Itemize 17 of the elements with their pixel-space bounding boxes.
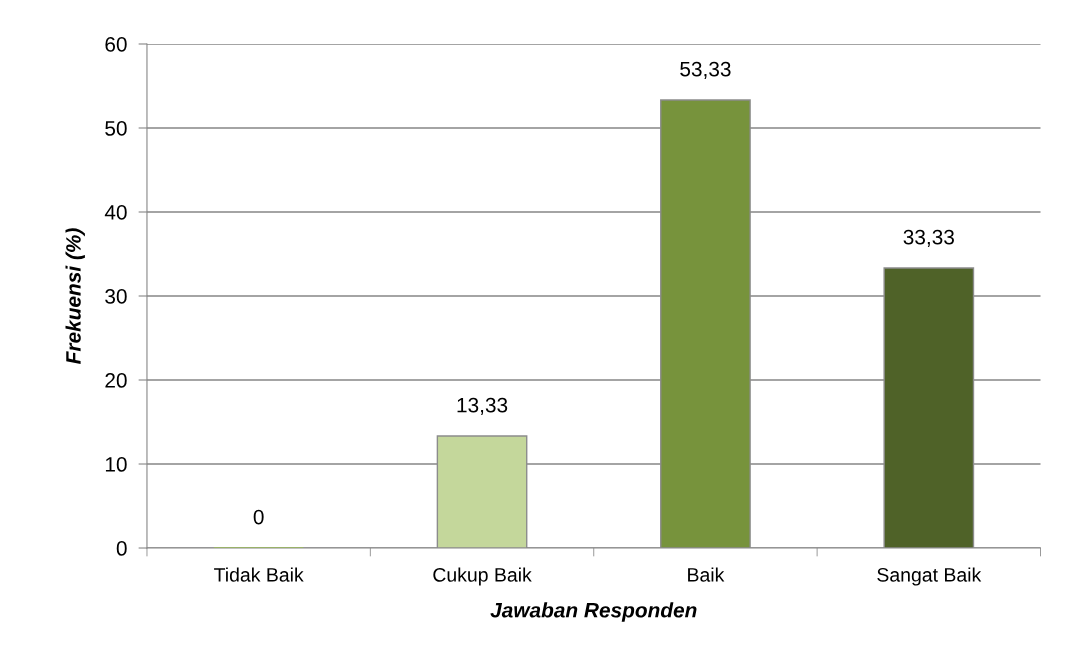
data-label: 33,33 xyxy=(903,229,954,247)
y-tick-label: 30 xyxy=(105,289,127,304)
x-axis-title: Jawaban Responden xyxy=(490,602,697,622)
x-tick-label: Sangat Baik xyxy=(877,567,982,586)
y-tick-label: 20 xyxy=(105,373,127,388)
y-tick-label: 10 xyxy=(105,457,127,472)
data-label: 0 xyxy=(253,509,264,525)
x-tick-label: Tidak Baik xyxy=(214,567,304,582)
x-tick-label: Cukup Baik xyxy=(433,567,532,586)
y-axis-title: Frekuensi (%) xyxy=(65,228,85,364)
x-tick-label: Baik xyxy=(688,567,725,582)
y-tick-label: 50 xyxy=(105,121,127,136)
data-label: 13,33 xyxy=(457,397,508,415)
y-tick-label: 40 xyxy=(104,205,127,220)
y-tick-label: 0 xyxy=(116,541,127,556)
y-tick-label: 60 xyxy=(105,37,127,52)
data-label: 53,33 xyxy=(680,61,731,79)
